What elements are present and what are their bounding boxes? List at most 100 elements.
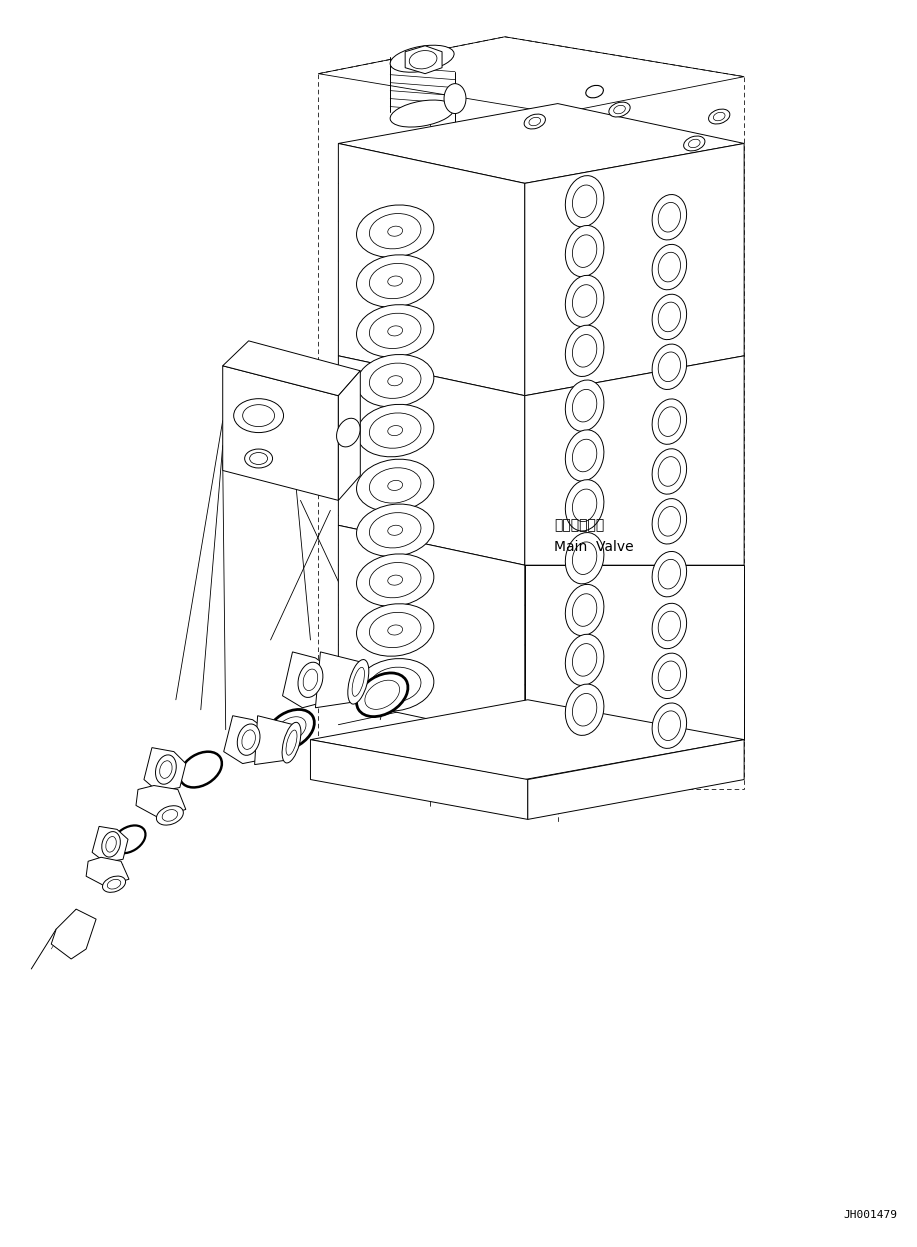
Ellipse shape <box>525 113 546 128</box>
Ellipse shape <box>370 562 421 597</box>
Ellipse shape <box>658 711 680 741</box>
Ellipse shape <box>713 112 725 121</box>
Ellipse shape <box>658 352 680 382</box>
Ellipse shape <box>370 213 421 249</box>
Polygon shape <box>51 909 96 959</box>
Ellipse shape <box>572 643 597 676</box>
Ellipse shape <box>565 430 604 481</box>
Ellipse shape <box>565 480 604 531</box>
Ellipse shape <box>357 604 434 656</box>
Ellipse shape <box>304 670 318 691</box>
Ellipse shape <box>565 380 604 431</box>
Ellipse shape <box>245 449 272 468</box>
Ellipse shape <box>357 554 434 606</box>
Polygon shape <box>338 525 525 739</box>
Ellipse shape <box>274 716 307 743</box>
Ellipse shape <box>357 658 434 711</box>
Polygon shape <box>136 786 186 818</box>
Ellipse shape <box>357 354 434 407</box>
Ellipse shape <box>370 513 421 547</box>
Polygon shape <box>525 355 744 565</box>
Ellipse shape <box>658 506 680 536</box>
Ellipse shape <box>352 667 364 696</box>
Ellipse shape <box>242 729 256 749</box>
Polygon shape <box>528 739 744 819</box>
Polygon shape <box>223 340 360 395</box>
Ellipse shape <box>180 752 222 787</box>
Ellipse shape <box>275 717 306 743</box>
Ellipse shape <box>572 334 597 367</box>
Ellipse shape <box>652 703 687 748</box>
Ellipse shape <box>357 304 434 357</box>
Polygon shape <box>525 143 744 395</box>
Ellipse shape <box>684 136 705 151</box>
Ellipse shape <box>370 363 421 398</box>
Ellipse shape <box>370 468 421 503</box>
Polygon shape <box>338 143 525 395</box>
Ellipse shape <box>652 244 687 289</box>
Ellipse shape <box>572 439 597 471</box>
Ellipse shape <box>157 806 183 826</box>
Polygon shape <box>223 365 338 500</box>
Ellipse shape <box>364 680 401 711</box>
Ellipse shape <box>102 832 120 857</box>
Ellipse shape <box>357 459 434 511</box>
Ellipse shape <box>103 877 126 893</box>
Ellipse shape <box>565 635 604 686</box>
Ellipse shape <box>652 195 687 239</box>
Polygon shape <box>315 652 360 708</box>
Ellipse shape <box>565 685 604 736</box>
Ellipse shape <box>186 757 215 782</box>
Ellipse shape <box>565 176 604 227</box>
Ellipse shape <box>282 722 301 763</box>
Polygon shape <box>405 46 442 74</box>
Ellipse shape <box>388 375 403 385</box>
Polygon shape <box>311 739 528 819</box>
Ellipse shape <box>357 504 434 556</box>
Ellipse shape <box>388 680 403 690</box>
Ellipse shape <box>652 399 687 444</box>
Ellipse shape <box>572 489 597 521</box>
Text: Main  Valve: Main Valve <box>555 540 635 554</box>
Polygon shape <box>86 857 129 887</box>
Ellipse shape <box>286 729 297 756</box>
Ellipse shape <box>357 254 434 307</box>
Ellipse shape <box>658 202 680 232</box>
Text: メインバルブ: メインバルブ <box>555 518 604 531</box>
Polygon shape <box>255 716 293 764</box>
Ellipse shape <box>298 662 323 697</box>
Ellipse shape <box>238 725 260 756</box>
Ellipse shape <box>113 826 146 853</box>
Ellipse shape <box>652 344 687 389</box>
Ellipse shape <box>689 140 700 147</box>
Ellipse shape <box>388 625 403 635</box>
Text: JH001479: JH001479 <box>844 1211 898 1221</box>
Ellipse shape <box>652 499 687 544</box>
Ellipse shape <box>565 276 604 327</box>
Ellipse shape <box>337 418 360 446</box>
Ellipse shape <box>444 84 466 113</box>
Ellipse shape <box>658 611 680 641</box>
Ellipse shape <box>572 185 597 217</box>
Ellipse shape <box>348 660 369 705</box>
Ellipse shape <box>652 551 687 597</box>
Polygon shape <box>338 355 525 565</box>
Ellipse shape <box>388 226 403 236</box>
Polygon shape <box>282 652 332 708</box>
Ellipse shape <box>234 399 283 433</box>
Ellipse shape <box>572 389 597 421</box>
Ellipse shape <box>709 108 730 123</box>
Ellipse shape <box>357 404 434 456</box>
Ellipse shape <box>565 532 604 584</box>
Ellipse shape <box>652 294 687 339</box>
Polygon shape <box>144 748 186 792</box>
Polygon shape <box>224 716 269 763</box>
Ellipse shape <box>370 612 421 647</box>
Ellipse shape <box>370 413 421 448</box>
Ellipse shape <box>388 276 403 286</box>
Ellipse shape <box>529 117 541 126</box>
Ellipse shape <box>565 325 604 377</box>
Ellipse shape <box>586 85 603 97</box>
Ellipse shape <box>105 837 116 852</box>
Ellipse shape <box>388 525 403 535</box>
